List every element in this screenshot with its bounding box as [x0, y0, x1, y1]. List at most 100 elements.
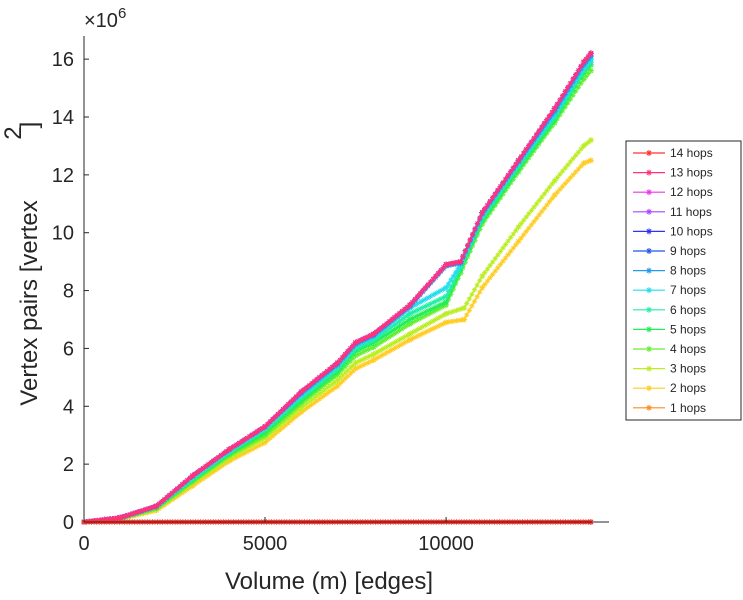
data-point	[479, 273, 486, 280]
data-point	[443, 299, 450, 306]
legend-entry-7-hops: 7 hops	[633, 283, 706, 297]
y-tick-label: 12	[52, 165, 74, 187]
legend-marker	[646, 287, 652, 294]
data-point	[479, 284, 486, 291]
y-tick-label: 2	[63, 454, 74, 476]
data-point	[262, 423, 269, 430]
y-axis-label-close: ]	[16, 122, 43, 129]
legend-entry-2-hops: 2 hops	[633, 381, 706, 395]
series-2-hops	[81, 157, 594, 525]
data-point	[352, 352, 359, 359]
legend-label: 11 hops	[670, 205, 712, 219]
series-10-hops	[81, 50, 594, 525]
data-point	[352, 365, 359, 372]
data-point	[153, 503, 160, 510]
data-point	[443, 319, 450, 326]
legend-marker	[646, 248, 652, 254]
legend-label: 2 hops	[670, 381, 706, 395]
legend-label: 3 hops	[670, 362, 706, 376]
legend-entry-10-hops: 10 hops	[633, 224, 713, 238]
series-line	[83, 55, 592, 523]
series-markers	[81, 56, 594, 525]
y-axis-label-superscript: 2	[0, 126, 27, 139]
y-tick-label: 16	[52, 49, 74, 71]
series-5-hops	[81, 61, 594, 525]
legend-entry-1-hops: 1 hops	[633, 401, 706, 415]
series-6-hops	[81, 59, 594, 525]
data-point	[189, 472, 196, 479]
data-point	[580, 59, 587, 66]
data-point	[117, 514, 124, 521]
series-3-hops	[81, 137, 594, 525]
y-multiplier-base: ×10	[84, 10, 118, 32]
data-point	[580, 76, 587, 83]
legend-label: 9 hops	[670, 244, 706, 258]
data-point	[461, 304, 468, 311]
series-markers	[81, 62, 594, 525]
y-axis-label-group: Vertex pairs [vertex 2 ]	[0, 122, 43, 406]
legend-entry-13-hops: 13 hops	[633, 166, 713, 180]
data-point	[225, 446, 232, 453]
x-tick-label: 5000	[243, 533, 288, 555]
data-point	[587, 67, 594, 74]
series-line	[83, 52, 592, 523]
legend-label: 7 hops	[670, 283, 706, 297]
series-9-hops	[81, 50, 594, 525]
legend-marker	[646, 228, 652, 235]
legend-label: 5 hops	[670, 322, 706, 336]
data-point	[298, 409, 305, 416]
data-point	[551, 192, 558, 199]
series-13-hops	[81, 50, 594, 525]
series-line	[83, 58, 592, 523]
data-point	[461, 316, 468, 323]
series-markers	[81, 50, 594, 525]
data-point	[443, 293, 450, 300]
legend-marker	[646, 385, 652, 392]
x-tick-label: 0	[78, 533, 89, 555]
y-tick-label: 0	[63, 512, 74, 534]
series-markers	[81, 157, 594, 525]
data-point	[262, 439, 269, 446]
series-line	[83, 159, 592, 523]
series-4-hops	[81, 67, 594, 525]
series-line	[83, 61, 592, 523]
data-point	[515, 223, 522, 230]
legend-marker	[646, 404, 652, 411]
series-markers	[81, 59, 594, 525]
legend-marker	[646, 189, 652, 196]
series-8-hops	[81, 53, 594, 525]
y-tick-label: 4	[63, 396, 74, 418]
series-line	[83, 70, 592, 523]
data-point	[298, 404, 305, 411]
data-point	[370, 343, 377, 350]
data-point	[580, 142, 587, 149]
legend-marker	[646, 267, 652, 274]
series-line	[83, 52, 592, 523]
legend-entry-12-hops: 12 hops	[633, 185, 713, 199]
series-markers	[81, 68, 594, 525]
data-point	[406, 336, 413, 343]
series-line	[83, 52, 592, 523]
legend-entry-11-hops: 11 hops	[633, 205, 712, 219]
legend: 14 hops 13 hops 12 hops 11 hops 10 hops 9 hop…	[625, 140, 742, 421]
legend-label: 8 hops	[670, 264, 706, 278]
y-axis-label: Vertex pairs [vertex	[16, 200, 43, 405]
legend-marker	[646, 365, 652, 372]
data-point	[479, 209, 486, 216]
data-point	[551, 105, 558, 112]
series-12-hops	[81, 50, 594, 525]
data-point	[334, 377, 341, 384]
series-markers	[81, 137, 594, 525]
legend-marker	[646, 326, 652, 333]
series-markers	[81, 50, 594, 525]
data-point	[406, 302, 413, 309]
series-markers	[81, 50, 594, 525]
y-tick-label: 8	[63, 281, 74, 303]
y-tick-label: 6	[63, 338, 74, 360]
series-markers	[81, 50, 594, 525]
data-point	[370, 330, 377, 337]
data-point	[406, 330, 413, 337]
data-point	[515, 157, 522, 164]
series-layer	[81, 50, 594, 525]
legend-label: 10 hops	[670, 224, 713, 238]
